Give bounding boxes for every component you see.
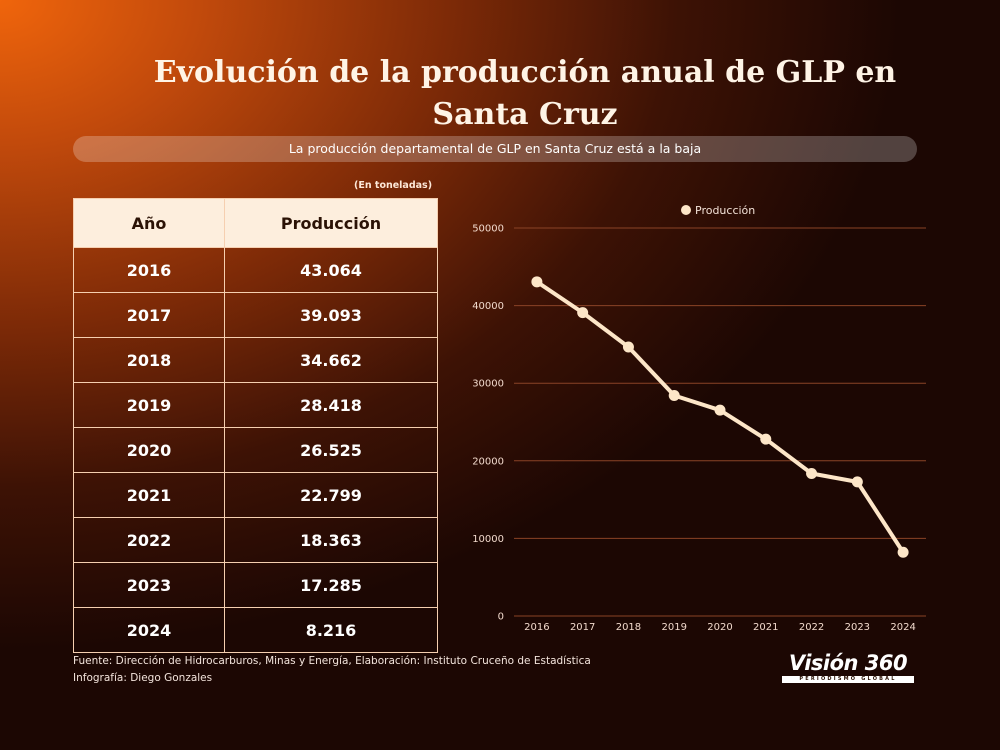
table-row: 2023 17.285	[73, 562, 438, 608]
production-table: Año Producción 2016 43.064 2017 39.093 201…	[73, 198, 438, 653]
cell-production: 39.093	[224, 292, 438, 338]
cell-production: 34.662	[224, 337, 438, 383]
series-line-produccion	[534, 279, 906, 555]
header-year: Año	[73, 198, 225, 248]
footer: Fuente: Dirección de Hidrocarburos, Mina…	[73, 653, 591, 687]
credit-note: Infografía: Diego Gonzales	[73, 672, 213, 684]
data-point	[851, 476, 863, 488]
x-tick-label: 2021	[753, 622, 778, 633]
brand-tagline: PERIODISMO GLOBAL	[782, 676, 914, 683]
x-tick-label: 2018	[616, 622, 641, 633]
data-point	[531, 276, 543, 288]
x-tick-label: 2019	[661, 622, 686, 633]
cell-production: 28.418	[224, 382, 438, 428]
table-row: 2021 22.799	[73, 472, 438, 518]
production-line-chart: 0 10000 20000 30000 40000 50000 2016 2017 2018 20…	[472, 204, 926, 633]
cell-year: 2017	[73, 292, 225, 338]
table-row: 2016 43.064	[73, 247, 438, 293]
data-point	[622, 341, 634, 353]
cell-year: 2020	[73, 427, 225, 473]
cell-year: 2022	[73, 517, 225, 563]
cell-production: 8.216	[224, 607, 438, 653]
cell-year: 2019	[73, 382, 225, 428]
cell-year: 2021	[73, 472, 225, 518]
source-note: Fuente: Dirección de Hidrocarburos, Mina…	[73, 655, 591, 667]
header-production: Producción	[224, 198, 438, 248]
data-point	[577, 307, 589, 319]
table-row: 2020 26.525	[73, 427, 438, 473]
cell-production: 17.285	[224, 562, 438, 608]
y-tick-label: 40000	[472, 301, 504, 312]
cell-year: 2018	[73, 337, 225, 383]
table-row: 2018 34.662	[73, 337, 438, 383]
y-tick-label: 20000	[472, 456, 504, 467]
data-point	[897, 546, 909, 558]
data-point	[806, 468, 818, 480]
x-tick-label: 2023	[845, 622, 870, 633]
cell-year: 2016	[73, 247, 225, 293]
brand-name: Visión 360	[788, 651, 908, 675]
data-point	[668, 389, 680, 401]
table-row: 2024 8.216	[73, 607, 438, 653]
table-row: 2017 39.093	[73, 292, 438, 338]
x-tick-label: 2016	[524, 622, 549, 633]
y-tick-label: 50000	[472, 224, 504, 235]
cell-production: 26.525	[224, 427, 438, 473]
x-tick-label: 2017	[570, 622, 595, 633]
table-header-row: Año Producción	[73, 198, 438, 248]
subtitle-bar: La producción departamental de GLP en Sa…	[73, 136, 917, 162]
cell-year: 2024	[73, 607, 225, 653]
cell-production: 18.363	[224, 517, 438, 563]
x-tick-label: 2024	[890, 622, 915, 633]
data-point	[714, 404, 726, 416]
data-point	[760, 433, 772, 445]
table-row: 2019 28.418	[73, 382, 438, 428]
brand-logo: Visión 360 PERIODISMO GLOBAL	[782, 651, 914, 683]
table-row: 2022 18.363	[73, 517, 438, 563]
page-title: Evolución de la producción anual de GLP …	[153, 55, 897, 132]
x-tick-label: 2022	[799, 622, 824, 633]
legend-label: Producción	[695, 204, 755, 217]
y-tick-label: 10000	[472, 534, 504, 545]
cell-year: 2023	[73, 562, 225, 608]
cell-production: 43.064	[224, 247, 438, 293]
cell-production: 22.799	[224, 472, 438, 518]
y-tick-label: 0	[498, 612, 504, 623]
legend-marker	[681, 205, 691, 215]
units-note: (En toneladas)	[354, 180, 433, 191]
y-tick-label: 30000	[472, 379, 504, 390]
x-tick-label: 2020	[707, 622, 732, 633]
